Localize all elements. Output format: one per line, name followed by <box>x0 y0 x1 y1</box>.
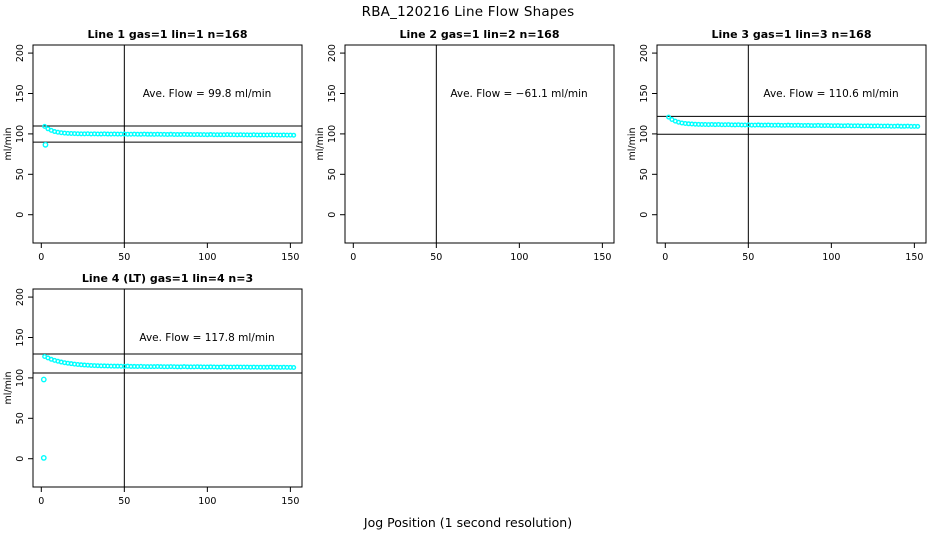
y-axis-title: ml/min <box>3 371 14 404</box>
x-tick-label: 0 <box>38 252 44 263</box>
y-tick-label: 200 <box>327 44 338 62</box>
y-axis: 0 50 100 150 200 <box>639 44 657 218</box>
flow-outlier-point <box>40 376 47 383</box>
x-tick-label: 50 <box>118 496 130 507</box>
ave-flow-annotation: Ave. Flow = −61.1 ml/min <box>450 88 587 100</box>
y-axis: 0 50 100 150 200 <box>15 44 33 218</box>
x-axis: 0 50 100 150 <box>38 243 299 263</box>
x-tick-label: 0 <box>350 252 356 263</box>
panel-line-3: Line 3 gas=1 lin=3 n=168 0 50 100 150 0 50 100 1… <box>624 14 936 270</box>
y-tick-label: 0 <box>15 212 26 218</box>
y-tick-label: 50 <box>327 168 338 180</box>
y-axis-title: ml/min <box>315 127 326 160</box>
x-tick-label: 50 <box>118 252 130 263</box>
y-tick-label: 150 <box>15 84 26 102</box>
x-axis: 0 50 100 150 <box>38 487 299 507</box>
y-tick-label: 0 <box>15 456 26 462</box>
y-tick-label: 100 <box>15 125 26 143</box>
y-tick-label: 200 <box>15 44 26 62</box>
y-tick-label: 0 <box>327 212 338 218</box>
y-axis: 0 50 100 150 200 <box>327 44 345 218</box>
panel-line-3-plot: Line 3 gas=1 lin=3 n=168 0 50 100 150 0 50 100 1… <box>627 28 927 263</box>
y-tick-label: 100 <box>639 125 650 143</box>
ave-flow-annotation: Ave. Flow = 117.8 ml/min <box>139 332 274 344</box>
flow-points <box>666 114 921 129</box>
y-tick-label: 100 <box>327 125 338 143</box>
x-tick-label: 0 <box>662 252 668 263</box>
panel-title: Line 2 gas=1 lin=2 n=168 <box>399 28 559 41</box>
panel-line-4: Line 4 (LT) gas=1 lin=4 n=3 0 50 100 150 0 50 1… <box>0 258 312 514</box>
y-axis: 0 50 100 150 200 <box>15 288 33 462</box>
flow-point <box>42 123 48 129</box>
flow-point <box>291 364 297 370</box>
x-axis: 0 50 100 150 <box>350 243 611 263</box>
threshold-lines <box>33 125 302 143</box>
x-tick-label: 150 <box>281 496 299 507</box>
x-tick-label: 100 <box>198 496 216 507</box>
panel-line-4-plot: Line 4 (LT) gas=1 lin=4 n=3 0 50 100 150 0 50 1… <box>3 272 303 507</box>
y-tick-label: 200 <box>639 44 650 62</box>
panel-title: Line 4 (LT) gas=1 lin=4 n=3 <box>82 272 253 285</box>
x-axis-label: Jog Position (1 second resolution) <box>363 515 573 530</box>
flow-point <box>291 132 297 138</box>
flow-points <box>40 353 297 461</box>
y-tick-label: 0 <box>639 212 650 218</box>
panel-title: Line 3 gas=1 lin=3 n=168 <box>711 28 871 41</box>
y-axis-title: ml/min <box>627 127 638 160</box>
x-tick-label: 150 <box>281 252 299 263</box>
panel-line-1: Line 1 gas=1 lin=1 n=168 0 50 100 150 0 50 100 1… <box>0 14 312 270</box>
y-tick-label: 150 <box>15 328 26 346</box>
flow-outlier-point <box>40 455 47 461</box>
panel-title: Line 1 gas=1 lin=1 n=168 <box>87 28 247 41</box>
x-tick-label: 150 <box>593 252 611 263</box>
y-tick-label: 100 <box>15 369 26 387</box>
y-tick-label: 50 <box>639 168 650 180</box>
plot-box <box>32 44 303 244</box>
x-tick-label: 50 <box>742 252 754 263</box>
y-axis-title: ml/min <box>3 127 14 160</box>
y-tick-label: 150 <box>327 84 338 102</box>
flow-outlier-point <box>42 141 49 148</box>
plot-box <box>656 44 927 244</box>
plot-box <box>344 44 615 244</box>
panel-line-2-plot: Line 2 gas=1 lin=2 n=168 0 50 100 150 0 50 100 1… <box>315 28 615 263</box>
panel-line-1-plot: Line 1 gas=1 lin=1 n=168 0 50 100 150 0 50 100 1… <box>3 28 303 263</box>
x-tick-label: 0 <box>38 496 44 507</box>
y-tick-label: 150 <box>639 84 650 102</box>
x-tick-label: 50 <box>430 252 442 263</box>
figure-title: RBA_120216 Line Flow Shapes <box>361 4 575 20</box>
y-tick-label: 200 <box>15 288 26 306</box>
x-tick-label: 100 <box>198 252 216 263</box>
flow-point <box>915 123 921 129</box>
y-tick-label: 50 <box>15 412 26 424</box>
plot-box <box>32 288 303 488</box>
flow-point <box>666 114 672 120</box>
x-tick-label: 100 <box>822 252 840 263</box>
threshold-lines <box>33 353 302 374</box>
threshold-lines <box>657 115 926 135</box>
x-tick-label: 100 <box>510 252 528 263</box>
x-axis: 0 50 100 150 <box>662 243 923 263</box>
ave-flow-annotation: Ave. Flow = 99.8 ml/min <box>143 88 272 100</box>
panel-line-2: Line 2 gas=1 lin=2 n=168 0 50 100 150 0 50 100 1… <box>312 14 624 270</box>
y-tick-label: 50 <box>15 168 26 180</box>
flow-points <box>42 123 297 148</box>
x-tick-label: 150 <box>905 252 923 263</box>
ave-flow-annotation: Ave. Flow = 110.6 ml/min <box>763 88 898 100</box>
